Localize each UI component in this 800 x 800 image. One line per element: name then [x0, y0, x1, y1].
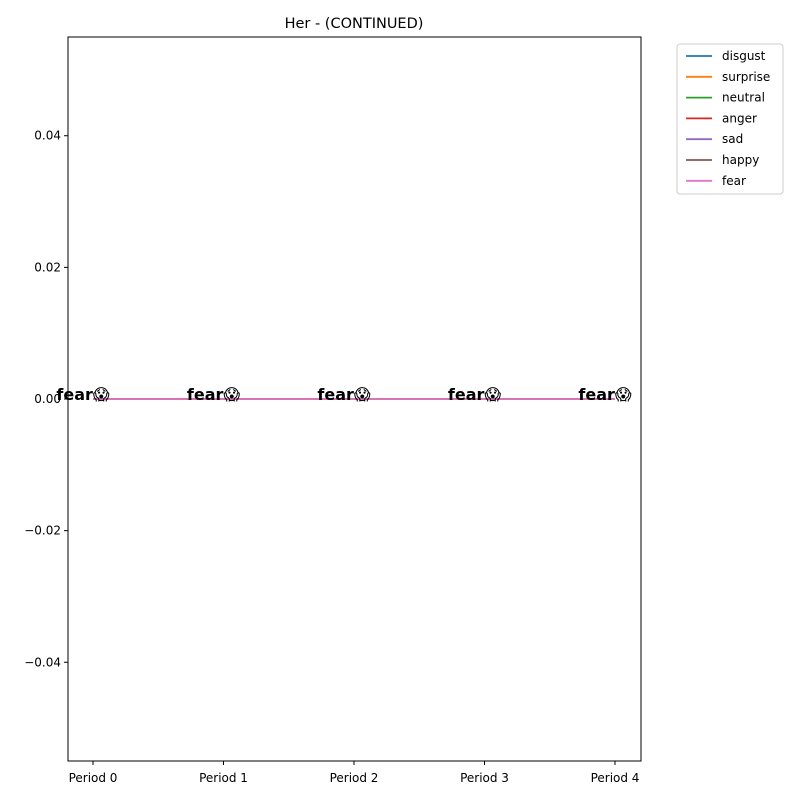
legend-box [676, 43, 784, 195]
y-tick-label: 0.00 [34, 392, 61, 406]
legend-label-neutral: neutral [722, 91, 765, 105]
y-tick-label: 0.04 [34, 129, 61, 143]
legend-label-disgust: disgust [722, 49, 766, 63]
x-axis: Period 0 Period 1 Period 2 Period 3 Period 4 [69, 761, 640, 785]
y-tick-label: −0.04 [24, 655, 61, 669]
legend-label-happy: happy [722, 153, 759, 167]
point-label: fear😱 [448, 385, 502, 404]
legend-label-anger: anger [722, 111, 757, 125]
x-tick-label: Period 1 [199, 771, 248, 785]
point-label: fear😱 [56, 385, 110, 404]
point-label: fear😱 [317, 385, 371, 404]
y-tick-label: −0.02 [24, 524, 61, 538]
y-axis: −0.04 −0.02 0.00 0.02 0.04 [24, 129, 68, 669]
legend-label-sad: sad [722, 132, 743, 146]
x-tick-label: Period 0 [69, 771, 118, 785]
legend-label-fear: fear [722, 174, 746, 188]
legend: disgust surprise neutral anger sad happy fear [676, 43, 784, 195]
y-tick-label: 0.02 [34, 260, 61, 274]
chart-title: Her - (CONTINUED) [285, 16, 424, 32]
point-label: fear😱 [187, 385, 241, 404]
x-tick-label: Period 3 [460, 771, 509, 785]
point-label: fear😱 [578, 385, 632, 404]
point-labels-layer: fear😱 fear😱 fear😱 fear😱 fear😱 [56, 385, 632, 404]
x-tick-label: Period 2 [330, 771, 379, 785]
x-tick-label: Period 4 [591, 771, 640, 785]
legend-label-surprise: surprise [722, 70, 770, 84]
